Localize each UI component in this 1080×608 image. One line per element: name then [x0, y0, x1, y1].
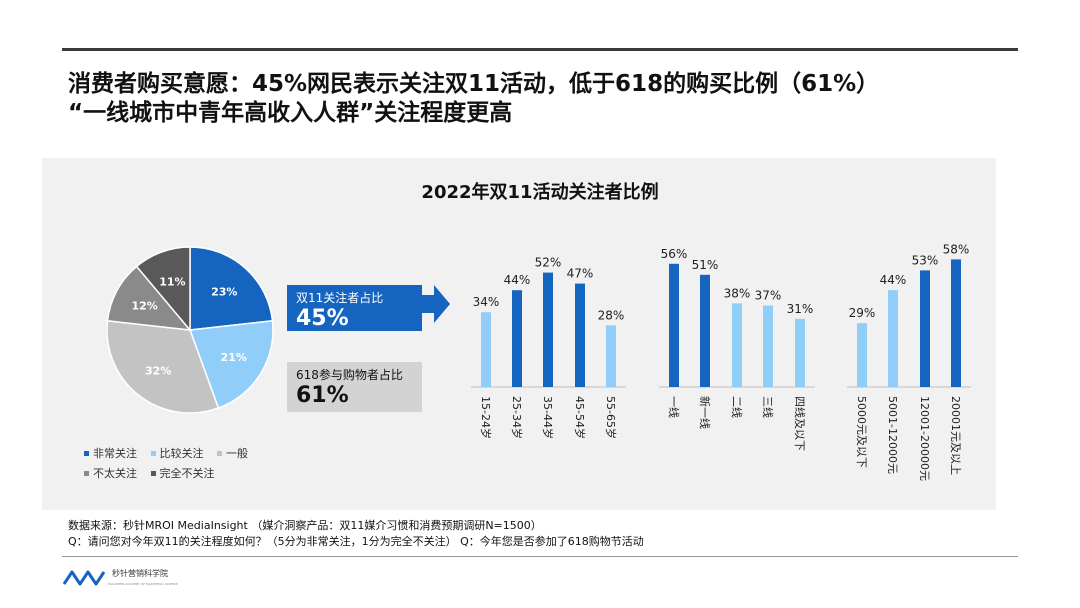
pie-slice: [135, 246, 191, 333]
legend-row-2: 不太关注 完全不关注: [84, 464, 284, 484]
bar: [732, 303, 742, 387]
headline-line-2: “一线城市中青年高收入人群”关注程度更高: [68, 100, 513, 126]
category-tick-label: 5000元及以下: [855, 396, 868, 468]
callout-618: 618参与购物者占比 61%: [287, 362, 422, 412]
category-tick-label: 四线及以下: [793, 396, 807, 451]
source-note: 数据来源：秒针MROI MediaInsight （媒介洞察产品：双11媒介习惯…: [68, 518, 644, 550]
category-tick-label: 12001-20000元: [918, 396, 931, 481]
pie-slice: [106, 319, 220, 414]
category-tick-label: 45-54岁: [573, 396, 587, 439]
bar-value-label: 51%: [692, 258, 719, 272]
bar: [951, 259, 961, 387]
source-line-1: 数据来源：秒针MROI MediaInsight （媒介洞察产品：双11媒介习惯…: [68, 519, 542, 532]
category-tick-label: 35-44岁: [541, 396, 555, 439]
bar-value-label: 58%: [943, 242, 970, 256]
legend-swatch: [150, 470, 156, 476]
legend-label: 不太关注: [93, 467, 137, 480]
callout-arrow-icon: [422, 285, 450, 323]
bar: [888, 290, 898, 387]
callout-618-label: 618参与购物者占比: [296, 368, 403, 382]
bar: [669, 263, 679, 387]
pie-slice-label: 21%: [221, 351, 247, 364]
bar: [512, 290, 522, 387]
legend-item: 不太关注: [84, 464, 137, 484]
pie-slice-label: 23%: [211, 286, 237, 299]
legend-swatch: [150, 450, 156, 456]
logo-icon: [62, 570, 106, 586]
legend-swatch: [84, 470, 89, 476]
category-tick-label: 15-24岁: [479, 396, 493, 439]
callout-618-value: 61%: [296, 383, 349, 408]
category-tick-label: 5001-12000元: [886, 396, 899, 474]
bar-value-label: 47%: [567, 267, 594, 281]
bar: [481, 312, 491, 387]
headline: 消费者购买意愿：45%网民表示关注双11活动，低于618的购买比例（61%） “…: [68, 70, 1028, 128]
source-line-2: Q：请问您对今年双11的关注程度如何？（5分为非常关注，1分为完全不关注） Q：…: [68, 535, 644, 548]
chart-title: 2022年双11活动关注者比例: [421, 182, 659, 203]
pie-slice-label: 12%: [131, 300, 157, 313]
legend-swatch: [217, 450, 222, 456]
bar-value-label: 52%: [535, 256, 562, 270]
bar-value-label: 44%: [504, 273, 531, 287]
legend-row-1: 非常关注 比较关注 一般: [84, 444, 284, 464]
bar-value-label: 31%: [787, 302, 814, 316]
legend-swatch: [84, 450, 89, 456]
legend-label: 非常关注: [93, 447, 137, 460]
pie-slice: [189, 246, 274, 331]
top-divider: [62, 48, 1018, 51]
bar: [795, 318, 805, 387]
bar-value-label: 44%: [880, 273, 907, 287]
legend-item: 非常关注: [84, 444, 137, 464]
pie-legend: 非常关注 比较关注 一般 不太关注 完全不关注: [84, 444, 284, 484]
category-tick-label: 三线: [761, 396, 775, 418]
bar: [763, 305, 773, 387]
legend-label: 一般: [226, 447, 248, 460]
category-tick-label: 25-34岁: [510, 396, 524, 439]
bar-value-label: 53%: [912, 253, 939, 267]
logo-name: 秒针营销科学院: [112, 569, 168, 578]
legend-item: 一般: [217, 444, 248, 464]
bar: [857, 323, 867, 387]
pie-chart: 23% 21% 32% 12%11%: [106, 246, 274, 414]
headline-line-1: 消费者购买意愿：45%网民表示关注双11活动，低于618的购买比例（61%）: [68, 71, 880, 97]
bar: [700, 274, 710, 387]
callout-shuang11-value: 45%: [296, 306, 349, 331]
bar-value-label: 28%: [598, 308, 625, 322]
pie-slice: [106, 265, 192, 331]
callout-shuang11: 双11关注者占比 45%: [287, 285, 422, 331]
legend-label: 完全不关注: [159, 467, 215, 480]
bar-value-label: 34%: [473, 295, 500, 309]
logo-subtitle: MIAOZHEN ACADEMY OF MARKETING SCIENCE: [108, 582, 178, 586]
category-tick-label: 55-65岁: [604, 396, 618, 439]
bar-chart: 34% 15-24岁 44% 25-34岁 52% 35-44岁 47% 45-54岁 28% 5…: [471, 242, 971, 481]
legend-label: 比较关注: [159, 447, 204, 460]
bar-value-label: 29%: [849, 306, 876, 320]
bar: [606, 325, 616, 387]
category-tick-label: 20001元及以上: [949, 396, 962, 475]
category-tick-label: 一线: [667, 396, 681, 418]
bar: [575, 283, 585, 387]
callout-shuang11-label: 双11关注者占比: [296, 291, 384, 305]
bottom-divider: [62, 556, 1018, 557]
bar: [920, 270, 930, 387]
bar: [543, 272, 553, 387]
bar-value-label: 37%: [755, 289, 782, 303]
category-tick-label: 二线: [730, 396, 744, 418]
pie-slice-label: 11%: [159, 276, 185, 289]
pie-slice-label: 32%: [145, 364, 171, 377]
bar-value-label: 56%: [661, 247, 688, 261]
category-tick-label: 新一线: [698, 396, 712, 429]
legend-item: 比较关注: [150, 444, 204, 464]
bar-value-label: 38%: [724, 286, 751, 300]
legend-item: 完全不关注: [150, 464, 215, 484]
